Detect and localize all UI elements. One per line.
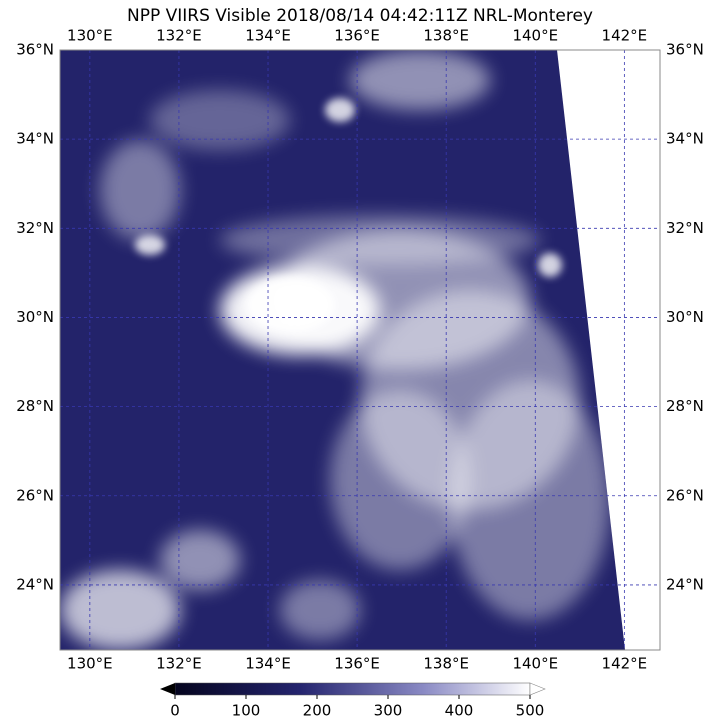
lat-label-left: 26°N [16, 486, 54, 504]
colorbar-ramp [174, 682, 531, 696]
lon-label-top: 142°E [602, 27, 648, 45]
colorbar: 0 100 200 300 400 500 [160, 682, 546, 720]
colorbar-tick-label: 100 [232, 702, 261, 720]
colorbar-tick-label: 400 [445, 702, 474, 720]
lat-label-left: 36°N [16, 41, 54, 59]
title: NPP VIIRS Visible 2018/08/14 04:42:11Z N… [127, 6, 593, 26]
satellite-image [60, 50, 625, 650]
lon-label-bottom: 130°E [67, 655, 113, 673]
lat-label-right: 36°N [666, 41, 704, 59]
lat-label-right: 28°N [666, 397, 704, 415]
colorbar-low-extend [160, 683, 175, 695]
lon-label-bottom: 132°E [156, 655, 202, 673]
map-border [59, 49, 661, 651]
lon-label-bottom: 136°E [334, 655, 380, 673]
lon-label-bottom: 142°E [602, 655, 648, 673]
lat-label-right: 30°N [666, 308, 704, 326]
lon-label-bottom: 140°E [512, 655, 558, 673]
lon-label-top: 136°E [334, 27, 380, 45]
colorbar-tick-label: 0 [170, 702, 180, 720]
lat-label-left: 32°N [16, 219, 54, 237]
lat-label-left: 30°N [16, 308, 54, 326]
colorbar-tick-label: 500 [516, 702, 545, 720]
lon-label-top: 138°E [423, 27, 469, 45]
lon-label-bottom: 134°E [245, 655, 291, 673]
colorbar-high-extend [529, 682, 546, 696]
colorbar-tick-label: 200 [303, 702, 332, 720]
lat-label-right: 32°N [666, 219, 704, 237]
axis-labels: 130°E 130°E 132°E 132°E 134°E 134°E 136°E 136°E… [16, 27, 704, 673]
lat-label-left: 24°N [16, 575, 54, 593]
lat-label-right: 26°N [666, 486, 704, 504]
colorbar-tick-label: 300 [374, 702, 403, 720]
lon-label-bottom: 138°E [423, 655, 469, 673]
lon-label-top: 130°E [67, 27, 113, 45]
lat-label-left: 34°N [16, 130, 54, 148]
lon-label-top: 132°E [156, 27, 202, 45]
lat-label-right: 34°N [666, 130, 704, 148]
lat-label-left: 28°N [16, 397, 54, 415]
lat-label-right: 24°N [666, 575, 704, 593]
lon-label-top: 134°E [245, 27, 291, 45]
lon-label-top: 140°E [512, 27, 558, 45]
